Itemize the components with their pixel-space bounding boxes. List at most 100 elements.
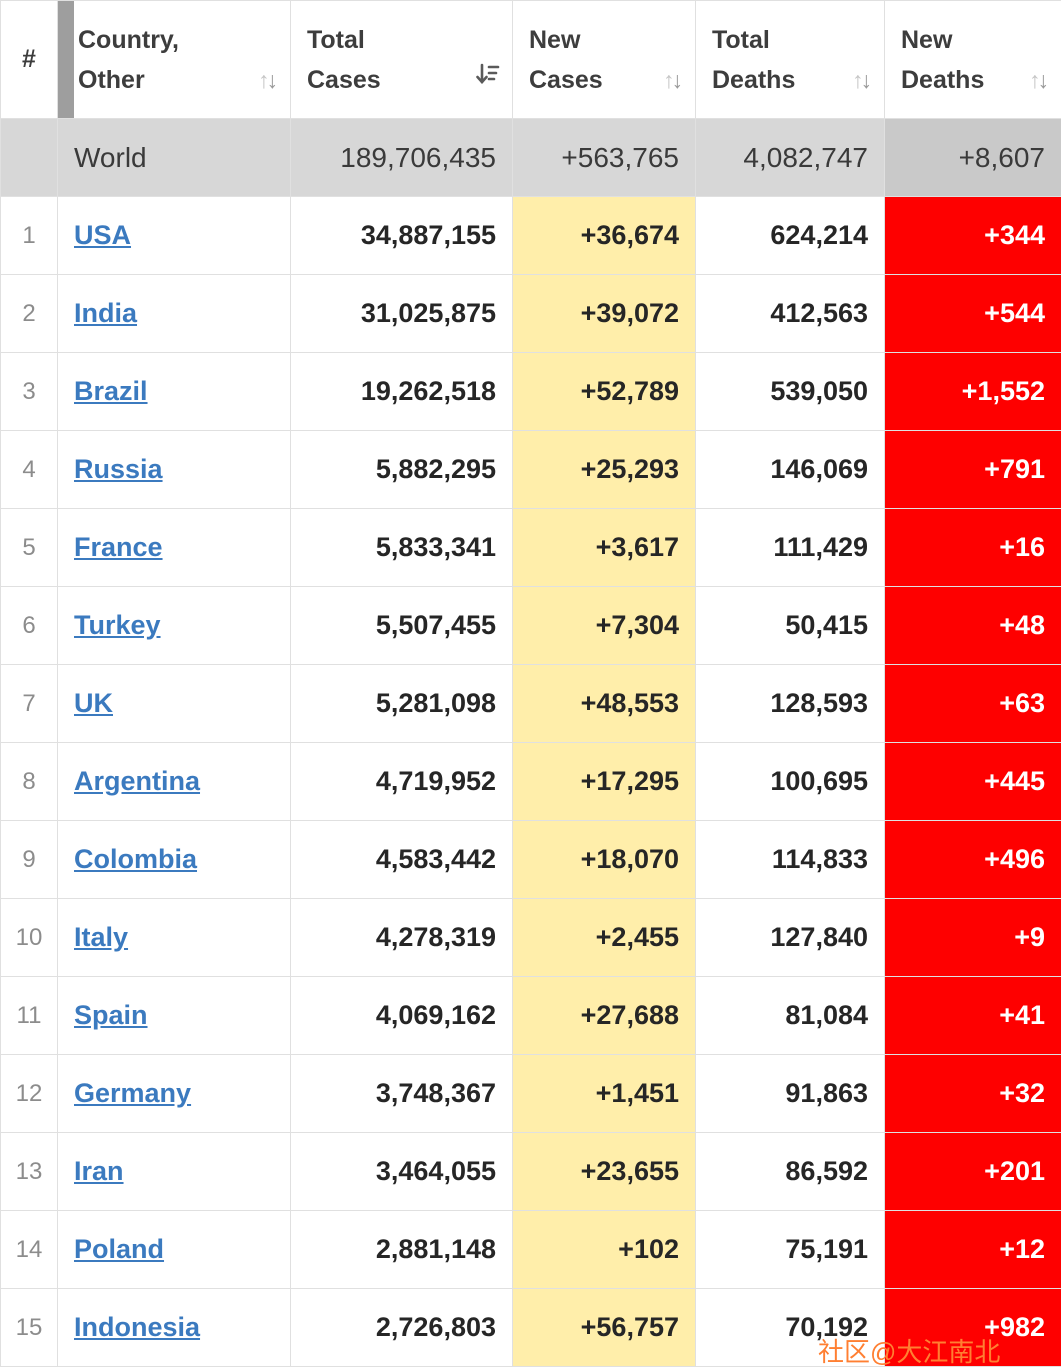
new-deaths-cell: +791 <box>884 430 1061 509</box>
country-cell: Brazil <box>57 352 291 431</box>
total-deaths-cell: 81,084 <box>695 976 885 1055</box>
col-header-new-cases[interactable]: New Cases ↑ ↓ <box>512 0 696 119</box>
new-cases-cell: +7,304 <box>512 586 696 665</box>
col-header-total-deaths[interactable]: Total Deaths ↑ ↓ <box>695 0 885 119</box>
new-deaths-cell: +41 <box>884 976 1061 1055</box>
total-deaths-cell: 114,833 <box>695 820 885 899</box>
table-row: 7 UK 5,281,098 +48,553 128,593 +63 <box>0 664 1061 743</box>
country-link[interactable]: Germany <box>74 1078 192 1108</box>
country-link[interactable]: Russia <box>74 454 163 484</box>
total-deaths-cell: 127,840 <box>695 898 885 977</box>
table-row: 11 Spain 4,069,162 +27,688 81,084 +41 <box>0 976 1061 1055</box>
new-deaths-cell: +445 <box>884 742 1061 821</box>
world-label: World <box>57 118 291 197</box>
sort-toggle-icon: ↑ ↓ <box>663 66 683 93</box>
rank-cell: 1 <box>0 196 58 275</box>
country-link[interactable]: USA <box>74 220 132 250</box>
rank-cell: 8 <box>0 742 58 821</box>
rank-cell: 5 <box>0 508 58 587</box>
total-deaths-cell: 111,429 <box>695 508 885 587</box>
col-header-total-cases[interactable]: Total Cases <box>290 0 513 119</box>
total-deaths-cell: 75,191 <box>695 1210 885 1289</box>
new-cases-cell: +18,070 <box>512 820 696 899</box>
total-cases-cell: 2,726,803 <box>290 1288 513 1367</box>
rank-cell: 15 <box>0 1288 58 1367</box>
total-cases-cell: 2,881,148 <box>290 1210 513 1289</box>
new-deaths-cell: +344 <box>884 196 1061 275</box>
total-deaths-cell: 100,695 <box>695 742 885 821</box>
rank-cell <box>0 118 58 197</box>
country-link[interactable]: Poland <box>74 1234 165 1264</box>
total-cases-cell: 3,464,055 <box>290 1132 513 1211</box>
new-deaths-header-label: New Deaths <box>901 25 985 94</box>
total-deaths-cell: 4,082,747 <box>695 118 885 197</box>
country-cell: Poland <box>57 1210 291 1289</box>
table-row: 1 USA 34,887,155 +36,674 624,214 +344 <box>0 196 1061 275</box>
new-cases-cell: +52,789 <box>512 352 696 431</box>
country-link[interactable]: Turkey <box>74 610 161 640</box>
total-deaths-header-label: Total Deaths <box>712 25 796 94</box>
total-cases-header-label: Total Cases <box>307 25 381 94</box>
country-link[interactable]: Colombia <box>74 844 198 874</box>
world-row: World 189,706,435 +563,765 4,082,747 +8,… <box>0 118 1061 197</box>
country-link[interactable]: Iran <box>74 1156 124 1186</box>
country-link[interactable]: Spain <box>74 1000 148 1030</box>
total-deaths-cell: 70,192 <box>695 1288 885 1367</box>
country-link[interactable]: France <box>74 532 163 562</box>
total-cases-cell: 4,278,319 <box>290 898 513 977</box>
table-row: 12 Germany 3,748,367 +1,451 91,863 +32 <box>0 1054 1061 1133</box>
new-cases-cell: +39,072 <box>512 274 696 353</box>
table-row: 2 India 31,025,875 +39,072 412,563 +544 <box>0 274 1061 353</box>
new-deaths-cell: +16 <box>884 508 1061 587</box>
total-cases-cell: 4,583,442 <box>290 820 513 899</box>
total-deaths-cell: 624,214 <box>695 196 885 275</box>
country-cell: Turkey <box>57 586 291 665</box>
total-deaths-cell: 128,593 <box>695 664 885 743</box>
new-deaths-cell: +12 <box>884 1210 1061 1289</box>
total-deaths-cell: 86,592 <box>695 1132 885 1211</box>
country-link[interactable]: Brazil <box>74 376 148 406</box>
new-deaths-cell: +63 <box>884 664 1061 743</box>
country-cell: USA <box>57 196 291 275</box>
country-cell: Colombia <box>57 820 291 899</box>
col-header-rank[interactable]: # <box>0 0 58 119</box>
rank-cell: 7 <box>0 664 58 743</box>
country-link[interactable]: Argentina <box>74 766 201 796</box>
col-header-new-deaths[interactable]: New Deaths ↑ ↓ <box>884 0 1061 119</box>
country-cell: Germany <box>57 1054 291 1133</box>
new-deaths-cell: +9 <box>884 898 1061 977</box>
total-deaths-cell: 539,050 <box>695 352 885 431</box>
new-deaths-cell: +48 <box>884 586 1061 665</box>
total-cases-cell: 189,706,435 <box>290 118 513 197</box>
country-link[interactable]: Italy <box>74 922 129 952</box>
country-cell: Italy <box>57 898 291 977</box>
new-deaths-cell: +496 <box>884 820 1061 899</box>
rank-cell: 12 <box>0 1054 58 1133</box>
col-header-country[interactable]: Country, Other ↑ ↓ <box>57 0 291 119</box>
watermark-text: 社区@大江南北 <box>818 1337 1001 1367</box>
country-link[interactable]: Indonesia <box>74 1312 201 1342</box>
rank-cell: 10 <box>0 898 58 977</box>
country-link[interactable]: UK <box>74 688 113 718</box>
total-deaths-cell: 50,415 <box>695 586 885 665</box>
country-link[interactable]: India <box>74 298 138 328</box>
country-header-label: Country, Other <box>78 25 179 94</box>
table-row: 14 Poland 2,881,148 +102 75,191 +12 <box>0 1210 1061 1289</box>
total-cases-cell: 5,281,098 <box>290 664 513 743</box>
rank-cell: 9 <box>0 820 58 899</box>
new-cases-cell: +48,553 <box>512 664 696 743</box>
total-deaths-cell: 412,563 <box>695 274 885 353</box>
new-cases-cell: +36,674 <box>512 196 696 275</box>
table-row: 6 Turkey 5,507,455 +7,304 50,415 +48 <box>0 586 1061 665</box>
total-deaths-cell: 91,863 <box>695 1054 885 1133</box>
country-cell: India <box>57 274 291 353</box>
rank-cell: 13 <box>0 1132 58 1211</box>
rank-cell: 11 <box>0 976 58 1055</box>
rank-cell: 2 <box>0 274 58 353</box>
new-cases-cell: +1,451 <box>512 1054 696 1133</box>
sort-toggle-icon: ↑ ↓ <box>1029 66 1049 93</box>
new-cases-cell: +27,688 <box>512 976 696 1055</box>
rank-header-label: # <box>22 45 36 73</box>
country-cell: Iran <box>57 1132 291 1211</box>
